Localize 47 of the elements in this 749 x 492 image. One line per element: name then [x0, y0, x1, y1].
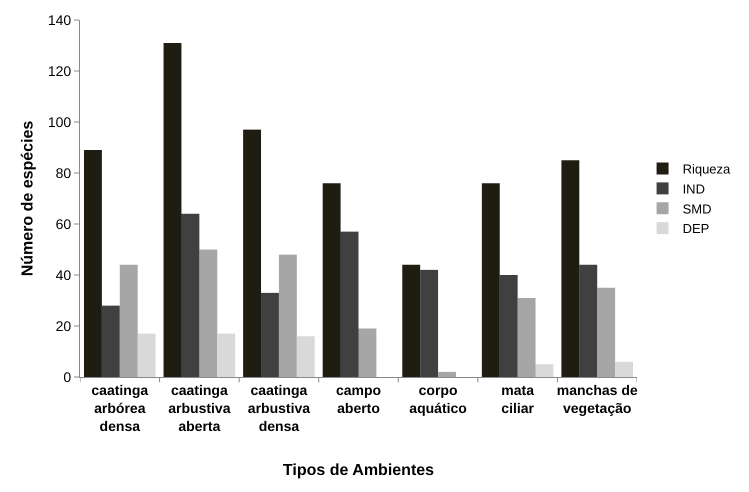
legend-label: Riqueza: [682, 162, 732, 177]
y-tick-label: 40: [56, 266, 72, 283]
legend-label: DEP: [682, 221, 710, 236]
y-tick-label: 20: [56, 318, 72, 334]
x-axis-title: Tipos de Ambientes: [282, 462, 434, 479]
bar: [138, 334, 156, 377]
bar: [420, 270, 438, 377]
bar: [261, 292, 279, 377]
bar: [340, 232, 358, 377]
y-tick-label: 100: [48, 114, 72, 130]
bar: [322, 183, 341, 377]
bar: [217, 334, 236, 377]
bar: [243, 130, 262, 377]
y-tick-label: 140: [48, 12, 72, 28]
bar: [402, 264, 420, 377]
bar: [500, 275, 518, 377]
bar: [84, 150, 102, 377]
y-tick-label: 120: [48, 62, 72, 79]
bar: [561, 160, 580, 377]
legend-label: SMD: [682, 201, 712, 216]
bar: [518, 298, 536, 377]
x-tick-label: corpo aquático: [409, 382, 467, 416]
bar: [102, 306, 120, 377]
legend-label: IND: [682, 181, 705, 196]
y-tick-label: 0: [63, 368, 72, 385]
y-tick-label: 80: [56, 164, 72, 181]
bar: [597, 288, 616, 377]
bar: [199, 250, 218, 377]
bar: [120, 264, 138, 377]
bar: [358, 328, 376, 377]
bar: [438, 372, 456, 377]
bar: [536, 364, 554, 377]
bar: [296, 336, 315, 377]
x-tick-label: caatinga arbórea densa: [91, 382, 148, 434]
bar: [482, 183, 500, 377]
x-tick-label: campo aberto: [336, 382, 382, 416]
bar: [181, 214, 200, 377]
x-tick-label: mata ciliar: [501, 382, 535, 416]
bar: [579, 264, 598, 377]
bar: [164, 42, 182, 377]
x-tick-label: manchas de vegetação: [556, 382, 638, 416]
y-axis-title: Número de espécies: [20, 120, 37, 276]
x-tick-label: caatinga arbustiva aberta: [168, 382, 231, 434]
bar: [615, 362, 634, 377]
y-tick-label: 60: [56, 216, 72, 232]
x-tick-label: caatinga arbustiva densa: [248, 382, 310, 434]
bar: [278, 254, 297, 377]
